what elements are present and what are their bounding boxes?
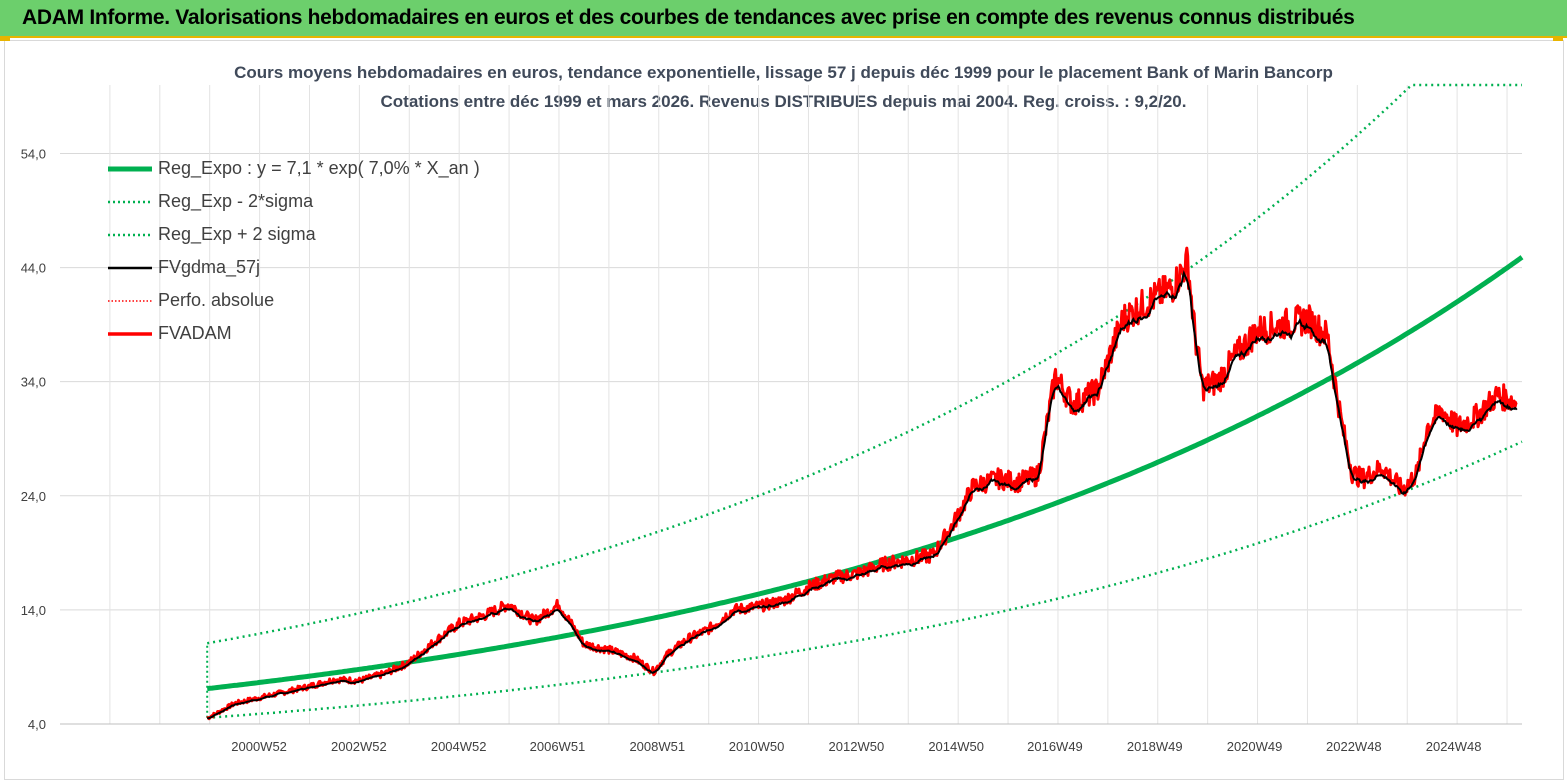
legend-swatch-perfo bbox=[108, 299, 152, 302]
x-tick-label: 2010W50 bbox=[729, 739, 785, 754]
legend-label-perfo: Perfo. absolue bbox=[158, 290, 275, 310]
legend-label-reg-expo: Reg_Expo : y = 7,1 * exp( 7,0% * X_an ) bbox=[158, 158, 480, 178]
y-tick-label: 14,0 bbox=[21, 603, 46, 618]
y-tick-label: 24,0 bbox=[21, 489, 46, 504]
x-tick-label: 2000W52 bbox=[231, 739, 287, 754]
reg-exp-plus-line bbox=[206, 83, 1522, 645]
legend-swatch-reg-exp-plus bbox=[108, 233, 152, 236]
legend-item-perfo: Perfo. absolue bbox=[108, 284, 480, 317]
legend-item-reg-exp-minus: Reg_Exp - 2*sigma bbox=[108, 185, 480, 218]
x-tick-label: 2016W49 bbox=[1027, 739, 1083, 754]
y-tick-label: 44,0 bbox=[21, 261, 46, 276]
legend-swatch-reg-expo bbox=[108, 166, 152, 171]
corner-mark-left bbox=[0, 38, 10, 41]
y-tick-label: 34,0 bbox=[21, 375, 46, 390]
fvgdma-line bbox=[206, 270, 1518, 720]
x-tick-label: 2006W51 bbox=[530, 739, 586, 754]
x-tick-label: 2020W49 bbox=[1227, 739, 1283, 754]
chart-legend: Reg_Expo : y = 7,1 * exp( 7,0% * X_an ) … bbox=[108, 152, 480, 350]
legend-label-fvadam: FVADAM bbox=[158, 323, 232, 343]
legend-label-reg-exp-plus: Reg_Exp + 2 sigma bbox=[158, 224, 316, 244]
corner-mark-right bbox=[1553, 38, 1563, 41]
x-tick-label: 2012W50 bbox=[829, 739, 885, 754]
legend-label-reg-exp-minus: Reg_Exp - 2*sigma bbox=[158, 191, 314, 211]
legend-swatch-fvadam bbox=[108, 331, 152, 336]
x-tick-label: 2024W48 bbox=[1426, 739, 1482, 754]
legend-item-fvadam: FVADAM bbox=[108, 317, 480, 350]
legend-swatch-fvgdma bbox=[108, 266, 152, 269]
reg-exp-minus-line bbox=[207, 440, 1523, 720]
legend-item-reg-expo: Reg_Expo : y = 7,1 * exp( 7,0% * X_an ) bbox=[108, 152, 480, 185]
y-tick-label: 4,0 bbox=[28, 717, 46, 732]
chart-frame bbox=[4, 40, 1564, 780]
chart-title-line-2: Cotations entre déc 1999 et mars 2026. R… bbox=[380, 92, 1187, 111]
report-title: ADAM Informe. Valorisations hebdomadaire… bbox=[22, 6, 1355, 29]
legend-item-fvgdma: FVgdma_57j bbox=[108, 251, 480, 284]
legend-item-reg-exp-plus: Reg_Exp + 2 sigma bbox=[108, 218, 480, 251]
report-banner: ADAM Informe. Valorisations hebdomadaire… bbox=[0, 0, 1567, 38]
legend-label-fvgdma: FVgdma_57j bbox=[158, 257, 261, 277]
y-tick-label: 54,0 bbox=[21, 146, 46, 161]
x-tick-label: 2018W49 bbox=[1127, 739, 1183, 754]
x-tick-label: 2014W50 bbox=[928, 739, 984, 754]
x-tick-label: 2004W52 bbox=[431, 739, 487, 754]
legend-swatch-reg-exp-minus bbox=[108, 200, 152, 203]
x-tick-label: 2002W52 bbox=[331, 739, 387, 754]
chart-title-line-1: Cours moyens hebdomadaires en euros, ten… bbox=[234, 63, 1333, 82]
x-tick-label: 2008W51 bbox=[629, 739, 685, 754]
x-tick-label: 2022W48 bbox=[1326, 739, 1382, 754]
